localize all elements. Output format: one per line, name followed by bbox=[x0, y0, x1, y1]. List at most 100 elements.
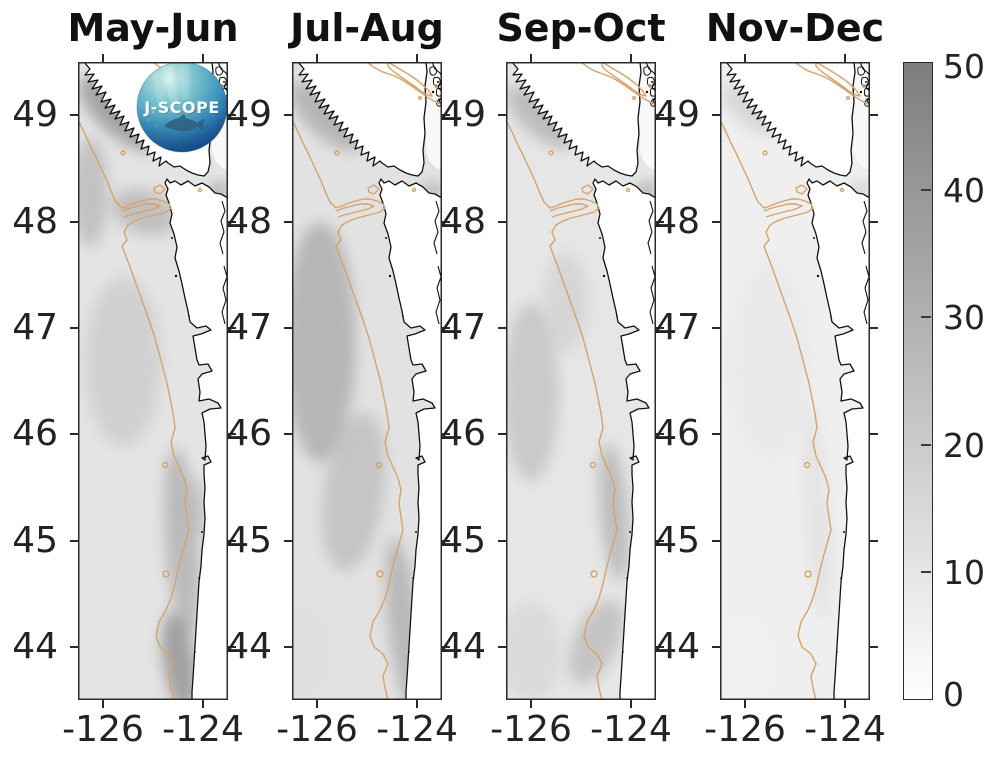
lat-tick-label: 49 bbox=[12, 94, 58, 136]
lat-tick-label: 48 bbox=[226, 200, 272, 242]
map-canvas bbox=[506, 62, 656, 700]
lat-tick-mark bbox=[870, 114, 878, 117]
lon-tick-mark bbox=[102, 700, 104, 708]
colorbar-label: 40 bbox=[943, 171, 985, 210]
panel-border bbox=[506, 62, 656, 700]
lat-tick-mark bbox=[284, 114, 292, 117]
colorbar-tick bbox=[921, 444, 931, 446]
lat-tick-mark bbox=[442, 539, 450, 542]
lat-tick-label: 48 bbox=[440, 200, 486, 242]
lat-tick-mark bbox=[498, 539, 506, 542]
landmasses bbox=[297, 62, 442, 700]
lat-tick-label: 47 bbox=[440, 306, 486, 348]
lat-tick-label: 46 bbox=[440, 413, 486, 455]
lat-tick-label: 46 bbox=[226, 413, 272, 455]
colorbar bbox=[903, 62, 933, 700]
sea-stacks bbox=[599, 81, 653, 653]
lat-tick-mark bbox=[498, 326, 506, 329]
lat-tick-mark bbox=[284, 220, 292, 223]
lat-tick-mark bbox=[442, 114, 450, 117]
lat-tick-mark bbox=[442, 645, 450, 648]
lat-tick-mark bbox=[870, 645, 878, 648]
lat-tick-label: 48 bbox=[654, 200, 700, 242]
lat-tick-mark bbox=[870, 326, 878, 329]
isobath-contour bbox=[292, 62, 442, 700]
lat-tick-mark bbox=[284, 645, 292, 648]
colorbar-label: 30 bbox=[943, 298, 985, 337]
lat-tick-mark bbox=[656, 220, 664, 223]
colorbar-tick bbox=[921, 571, 931, 573]
lat-tick-mark bbox=[70, 645, 78, 648]
vancouver-island-coast bbox=[511, 62, 642, 177]
lon-tick-label: -124 bbox=[804, 709, 886, 750]
vancouver-island-coast bbox=[297, 62, 428, 177]
lat-tick-mark bbox=[712, 645, 720, 648]
map-panel bbox=[292, 62, 442, 700]
lat-tick-mark bbox=[228, 326, 236, 329]
lat-tick-mark bbox=[712, 326, 720, 329]
panel-title: Nov-Dec bbox=[705, 6, 885, 50]
lat-tick-mark bbox=[442, 326, 450, 329]
colorbar-tick bbox=[921, 316, 931, 318]
lon-tick-mark bbox=[844, 54, 846, 62]
colorbar-label: 0 bbox=[943, 675, 964, 714]
lon-tick-mark bbox=[202, 54, 204, 62]
washington-oregon-coast bbox=[806, 178, 870, 700]
lat-tick-label: 48 bbox=[12, 200, 58, 242]
lon-tick-mark bbox=[316, 54, 318, 62]
lat-tick-label: 45 bbox=[226, 519, 272, 561]
lat-tick-mark bbox=[228, 645, 236, 648]
panel-border bbox=[720, 62, 870, 700]
logo-text-shadow: J-SCOPE bbox=[144, 99, 221, 118]
washington-oregon-coast bbox=[164, 178, 228, 700]
colorbar-tick bbox=[921, 189, 931, 191]
panel-border bbox=[292, 62, 442, 700]
isobath-contour bbox=[720, 62, 870, 700]
lon-tick-label: -126 bbox=[704, 709, 786, 750]
map-panel bbox=[506, 62, 656, 700]
lat-tick-mark bbox=[712, 220, 720, 223]
lat-tick-label: 47 bbox=[654, 306, 700, 348]
lon-tick-mark bbox=[102, 54, 104, 62]
panel-title: May-Jun bbox=[67, 6, 239, 50]
vancouver-island-coast bbox=[725, 62, 856, 177]
lat-tick-mark bbox=[228, 433, 236, 436]
lon-tick-label: -124 bbox=[376, 709, 458, 750]
lon-tick-mark bbox=[530, 54, 532, 62]
isobath-contour bbox=[506, 62, 656, 700]
lat-tick-label: 46 bbox=[12, 413, 58, 455]
lat-tick-mark bbox=[498, 433, 506, 436]
lat-tick-mark bbox=[284, 433, 292, 436]
lon-tick-mark bbox=[744, 54, 746, 62]
lon-tick-mark bbox=[530, 700, 532, 708]
landmasses bbox=[725, 62, 870, 700]
lat-tick-mark bbox=[70, 539, 78, 542]
map-panel bbox=[720, 62, 870, 700]
field-shading bbox=[292, 82, 442, 700]
colorbar-label: 50 bbox=[943, 47, 985, 86]
lon-tick-mark bbox=[744, 700, 746, 708]
lat-tick-label: 45 bbox=[440, 519, 486, 561]
sea-stacks bbox=[385, 81, 439, 653]
lon-tick-label: -126 bbox=[490, 709, 572, 750]
lat-tick-mark bbox=[656, 539, 664, 542]
panel-border bbox=[78, 62, 228, 700]
lat-tick-mark bbox=[228, 539, 236, 542]
lat-tick-label: 44 bbox=[12, 625, 58, 667]
lat-tick-label: 49 bbox=[440, 94, 486, 136]
lat-tick-label: 49 bbox=[226, 94, 272, 136]
lat-tick-label: 44 bbox=[226, 625, 272, 667]
lon-tick-mark bbox=[844, 700, 846, 708]
map-canvas bbox=[720, 62, 870, 700]
lat-tick-mark bbox=[70, 114, 78, 117]
lat-tick-label: 45 bbox=[654, 519, 700, 561]
landmasses bbox=[511, 62, 656, 700]
lat-tick-mark bbox=[712, 114, 720, 117]
lat-tick-label: 47 bbox=[226, 306, 272, 348]
lat-tick-mark bbox=[498, 220, 506, 223]
lat-tick-label: 45 bbox=[12, 519, 58, 561]
lat-tick-label: 44 bbox=[654, 625, 700, 667]
lat-tick-mark bbox=[870, 539, 878, 542]
lat-tick-mark bbox=[70, 326, 78, 329]
